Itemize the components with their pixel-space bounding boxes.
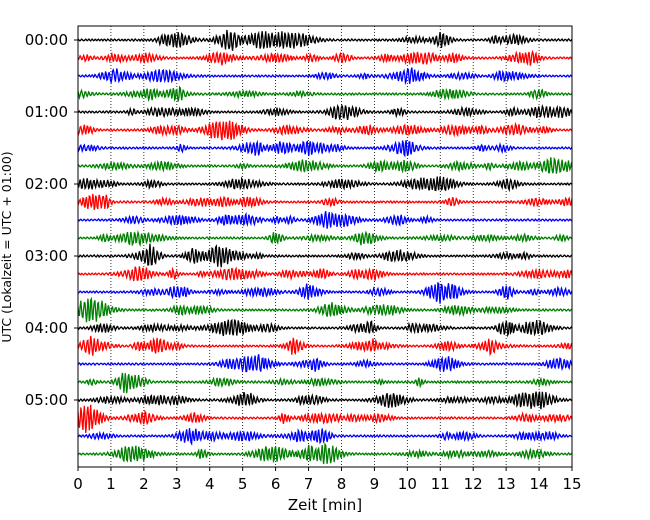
x-tick-label: 1	[106, 475, 116, 493]
trace-line	[77, 211, 573, 229]
y-tick-label: 04:00	[25, 319, 68, 337]
x-tick-label: 14	[530, 475, 549, 493]
trace-line	[77, 372, 573, 394]
y-tick-label: 05:00	[25, 391, 68, 409]
x-axis-label: Zeit [min]	[288, 496, 362, 514]
x-tick-label: 12	[464, 475, 483, 493]
trace-line	[77, 120, 573, 141]
trace-line	[77, 428, 573, 446]
trace-line	[77, 85, 573, 103]
trace-line	[77, 281, 573, 304]
x-tick-label: 5	[238, 475, 248, 493]
trace-line	[77, 266, 573, 282]
plot-frame	[77, 25, 573, 468]
x-axis-ticks: 0 1 2 3 4 5 6 7 8 9 10 11 12 13 14 15	[73, 467, 582, 493]
x-tick-label: 2	[139, 475, 149, 493]
x-tick-label: 9	[370, 475, 380, 493]
x-tick-label: 6	[271, 475, 281, 493]
x-tick-label: 8	[337, 475, 347, 493]
trace-line	[77, 296, 573, 323]
trace-line	[77, 404, 573, 434]
trace-line	[77, 441, 573, 465]
trace-rows	[77, 29, 573, 465]
trace-line	[77, 103, 573, 121]
y-tick-label: 01:00	[25, 103, 68, 121]
trace-line	[77, 335, 573, 357]
trace-line	[77, 318, 573, 338]
y-axis-ticks: 00:00 01:00 02:00 03:00 04:00 05:00	[25, 31, 78, 409]
trace-line	[77, 193, 573, 210]
trace-line	[77, 354, 573, 373]
x-tick-label: 13	[497, 475, 516, 493]
y-tick-label: 02:00	[25, 175, 68, 193]
trace-line	[77, 243, 573, 268]
trace-line	[77, 67, 573, 86]
trace-line	[77, 49, 573, 66]
y-tick-label: 00:00	[25, 31, 68, 49]
x-tick-label: 3	[172, 475, 182, 493]
trace-line	[77, 391, 573, 410]
x-tick-label: 15	[562, 475, 581, 493]
trace-line	[77, 229, 573, 248]
x-tick-label: 10	[398, 475, 417, 493]
trace-line	[77, 139, 573, 158]
y-axis-label: UTC (Lokalzeit = UTC + 01:00)	[0, 151, 14, 342]
x-tick-label: 7	[304, 475, 314, 493]
x-tick-label: 0	[73, 475, 83, 493]
y-tick-label: 03:00	[25, 247, 68, 265]
trace-line	[77, 176, 573, 193]
trace-line	[77, 156, 573, 174]
trace-line	[77, 29, 573, 51]
x-tick-label: 11	[431, 475, 450, 493]
x-tick-label: 4	[205, 475, 215, 493]
